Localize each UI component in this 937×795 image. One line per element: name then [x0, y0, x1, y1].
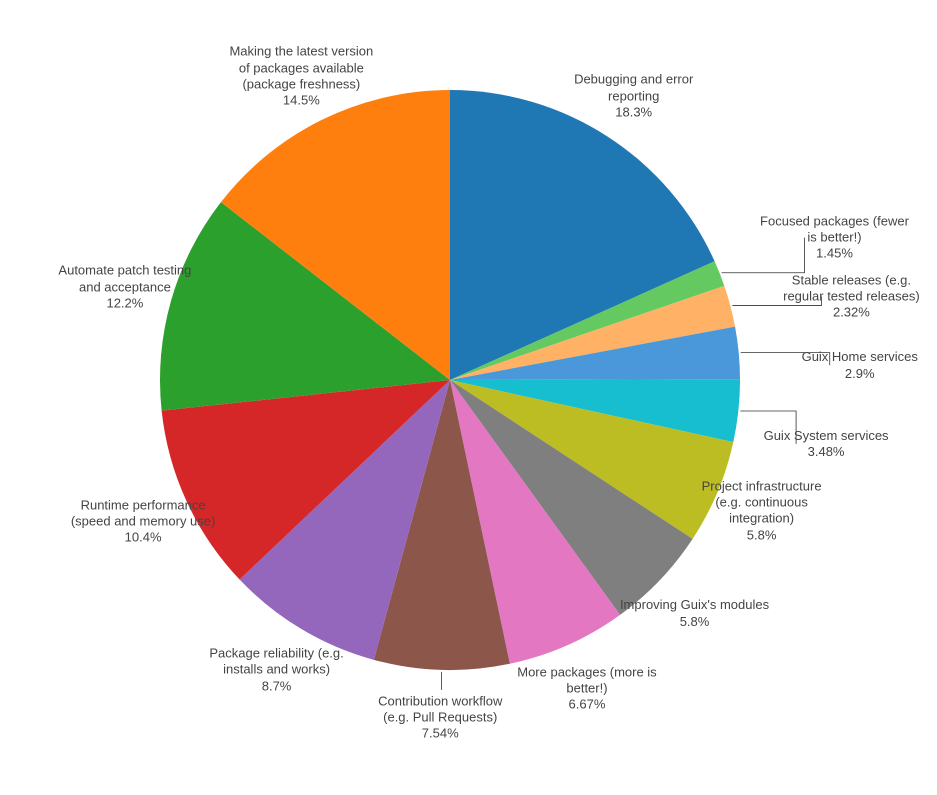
pie-canvas [0, 0, 937, 795]
pie-chart: Debugging and errorreporting18.3%Focused… [0, 0, 937, 795]
leader-line [732, 297, 821, 306]
leader-line [741, 353, 830, 366]
leader-line [740, 411, 796, 444]
leader-line [722, 238, 805, 273]
